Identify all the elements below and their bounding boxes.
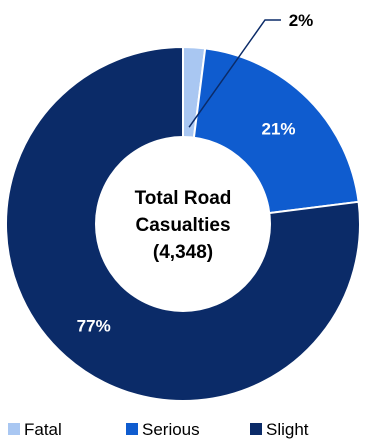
legend-label-serious: Serious: [142, 420, 200, 439]
legend-item-serious: Serious: [126, 420, 200, 439]
leader-line-fatal: [188, 19, 281, 128]
center-label-line3: (4,348): [153, 242, 213, 263]
legend-item-fatal: Fatal: [8, 420, 62, 439]
legend-label-slight: Slight: [266, 420, 309, 439]
fatal-leader-line: [188, 19, 281, 128]
slice-label-serious: 21%: [261, 120, 295, 139]
donut-hole: [95, 136, 271, 312]
legend-label-fatal: Fatal: [24, 420, 62, 439]
slice-slight: [5, 45, 361, 402]
legend-swatch-fatal: [8, 423, 20, 435]
center-label-line1: Total Road: [135, 188, 232, 209]
legend: Fatal Serious Slight: [8, 420, 309, 439]
slice-label-slight: 77%: [77, 316, 111, 335]
legend-swatch-serious: [126, 423, 138, 435]
legend-swatch-slight: [250, 423, 262, 435]
center-label: Total Road Casualties (4,348): [135, 188, 232, 263]
center-label-line2: Casualties: [135, 215, 230, 236]
slice-label-fatal: 2%: [289, 11, 314, 30]
slice-labels: 2% 21% 77%: [77, 11, 314, 335]
legend-item-slight: Slight: [250, 420, 309, 439]
